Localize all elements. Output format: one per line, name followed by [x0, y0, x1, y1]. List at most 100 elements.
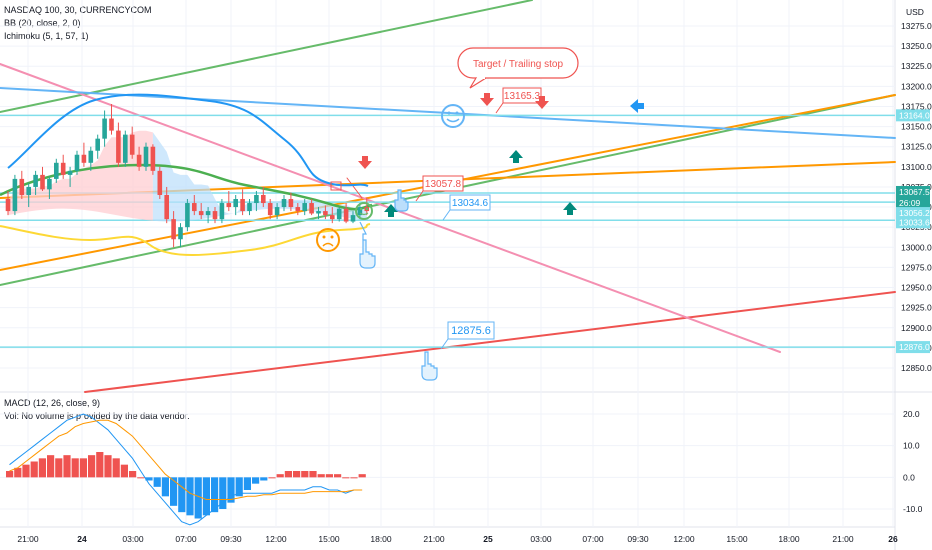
price-tick-label: 13225.0: [901, 61, 932, 71]
label-13034-text: 13034.6: [452, 198, 489, 209]
macd-histogram-bar: [268, 477, 276, 479]
macd-histogram-bar: [202, 477, 210, 516]
legend-ichimoku[interactable]: Ichimoku (5, 1, 57, 1): [4, 31, 89, 41]
arrow-up-teal-icon[interactable]: [563, 202, 577, 215]
currency-label: USD: [906, 7, 924, 17]
macd-histogram-bar: [30, 461, 38, 478]
candle-body: [157, 170, 163, 195]
time-tick-label: 07:00: [175, 534, 197, 544]
time-tick-label: 26: [888, 534, 898, 544]
price-axis[interactable]: 13275.0 13250.0 13225.0 13200.0 13175.0 13150…: [896, 21, 932, 373]
macd-histogram-bar: [88, 455, 96, 478]
hand-pointer-icon[interactable]: [359, 239, 376, 269]
candle-body: [330, 215, 335, 220]
arrow-up-teal-icon[interactable]: [509, 150, 523, 163]
macd-histogram-bar: [137, 477, 145, 479]
hand-pointer-icon[interactable]: [421, 351, 438, 381]
price-tick-label: 13125.0: [901, 142, 932, 152]
candle-body: [116, 130, 121, 163]
arrow-down-red-icon[interactable]: [535, 96, 549, 109]
price-tick-label: 13275.0: [901, 21, 932, 31]
label-12875[interactable]: 12875.6: [440, 321, 495, 350]
trendlines[interactable]: [0, 0, 896, 393]
price-tag-13056: [896, 207, 930, 220]
candle-body: [205, 211, 211, 216]
arrow-down-red-icon[interactable]: [358, 156, 372, 169]
time-tick-label: 09:30: [627, 534, 649, 544]
candle-body: [143, 146, 149, 167]
legend-macd[interactable]: MACD (12, 26, close, 9): [4, 398, 101, 408]
hand-pointer-icon[interactable]: [394, 189, 409, 212]
smiley-blue-icon[interactable]: [441, 104, 465, 128]
macd-histogram-bar: [96, 452, 104, 478]
sad-face-orange-icon[interactable]: [316, 228, 340, 252]
legend-bb[interactable]: BB (20, close, 2, 0): [4, 18, 81, 28]
target-callout[interactable]: Target / Trailing stop: [457, 47, 579, 89]
price-tag-13164: [896, 109, 930, 122]
macd-histogram-bar: [14, 467, 22, 478]
legend-symbol[interactable]: NASDAQ 100, 30, CURRENCYCOM: [4, 5, 152, 15]
price-tick-label: 12975.0: [901, 262, 932, 272]
candle-body: [178, 227, 183, 240]
macd-histogram-bar: [38, 458, 46, 478]
candle-body: [309, 203, 314, 214]
bb-lower-line: [0, 223, 371, 256]
label-13034[interactable]: 13034.6: [442, 194, 491, 221]
candle-body: [88, 150, 94, 163]
price-tick-label: 13175.0: [901, 101, 932, 111]
signal-line: [9, 419, 363, 500]
price-tick-label: 12850.0: [901, 363, 932, 373]
label-13057-text: 13057.8: [425, 179, 462, 190]
time-tick-label: 12:00: [265, 534, 287, 544]
candle-body: [212, 211, 218, 220]
trendline-red[interactable]: [84, 291, 896, 393]
grid: [0, 0, 895, 527]
price-tick-label: 13000.0: [901, 242, 932, 252]
time-tick-label: 12:00: [673, 534, 695, 544]
price-tick-label: 13100.0: [901, 162, 932, 172]
arrow-left-blue-icon[interactable]: [630, 99, 644, 113]
price-tag-current: [896, 185, 930, 198]
label-13057[interactable]: 13057.8: [415, 175, 464, 202]
candle-body: [67, 170, 73, 175]
arrow-up-teal-icon[interactable]: [384, 204, 398, 217]
macd-histogram-bar: [55, 458, 63, 478]
small-face-red-icon[interactable]: [330, 181, 342, 191]
macd-tick-label: -10.0: [903, 504, 923, 514]
candle-body: [150, 146, 156, 171]
price-tick-label: 12950.0: [901, 283, 932, 293]
time-tick-label: 09:30: [220, 534, 242, 544]
candle-body: [102, 118, 107, 139]
price-tag-current-text: 13067.5: [899, 187, 930, 197]
macd-histogram-bar: [71, 458, 79, 478]
candle-body: [109, 118, 114, 131]
macd-histogram-bar: [145, 477, 153, 481]
smiley-green-icon[interactable]: [355, 202, 373, 220]
candle-body: [123, 134, 128, 163]
candle-body: [343, 208, 349, 222]
macd-histogram-bar: [293, 471, 301, 478]
label-12875-text: 12875.6: [451, 325, 491, 337]
trendline-red-short[interactable]: [346, 177, 363, 199]
macd-histogram-bar: [334, 474, 342, 478]
candle-body: [233, 199, 238, 208]
macd-line: [9, 413, 363, 526]
label-13165[interactable]: 13165.3: [495, 87, 542, 114]
trendline-green-top[interactable]: [0, 0, 533, 113]
candle-body: [12, 178, 18, 212]
cursor-arrow-icon[interactable]: [359, 221, 367, 240]
macd-histogram-bar: [260, 477, 268, 481]
time-tick-label: 21:00: [832, 534, 854, 544]
macd-histogram-bar: [350, 477, 358, 479]
price-tag-13033-text: 13033.6: [899, 217, 930, 227]
macd-histogram-bar: [325, 474, 333, 478]
candle-body: [171, 219, 176, 240]
macd-histogram-bar: [219, 477, 227, 509]
arrow-down-red-icon[interactable]: [480, 93, 494, 106]
time-axis[interactable]: 21:00 24 03:00 07:00 09:30 12:00 15:00 18:00 21:…: [17, 534, 898, 544]
macd-histogram-bar: [170, 477, 178, 506]
macd-histogram-bar: [301, 471, 309, 478]
candle-body: [261, 194, 266, 204]
macd-histogram-bar: [342, 477, 350, 479]
